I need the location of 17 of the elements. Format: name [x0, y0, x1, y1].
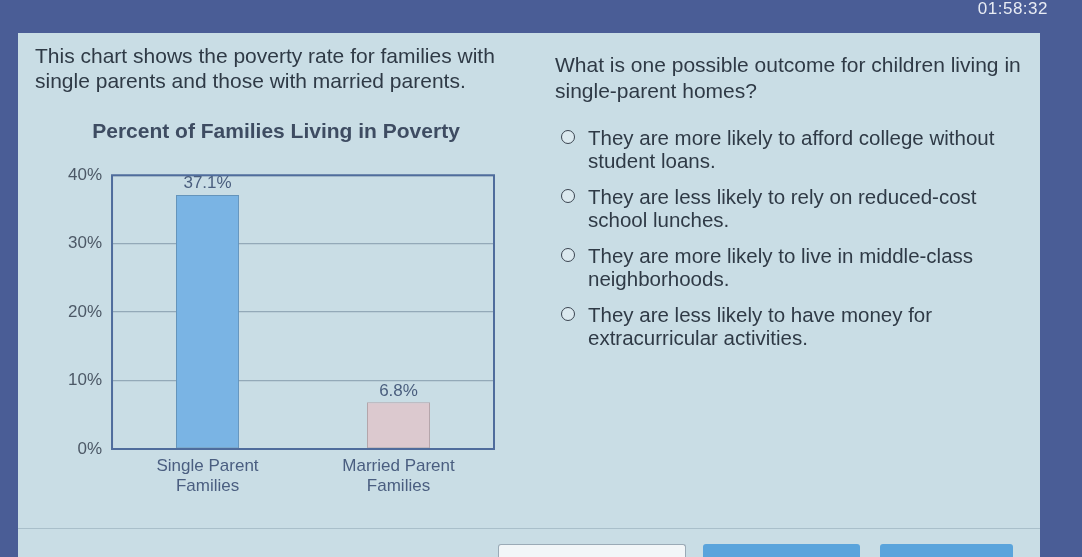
- text: What is one possible outcome for children living in single-parent homes?: [555, 52, 1022, 104]
- text: They are less likely to have money for extracurricular activities.: [588, 303, 934, 349]
- text: They are more likely to live in middle-class neighborhoods.: [588, 244, 975, 290]
- y-tick-label: 10%: [67, 370, 103, 390]
- chart-title: Percent of Families Living in Poverty: [92, 119, 461, 143]
- data-label: 6.8%: [379, 380, 418, 400]
- y-tick-label: 20%: [67, 301, 103, 321]
- y-tick-label: 0%: [77, 438, 103, 458]
- data-label: 37.1%: [183, 173, 232, 193]
- text: This chart shows the poverty rate for families with single parents and those with married parents.: [35, 43, 496, 93]
- text: 01:58:32: [977, 0, 1048, 18]
- text: They are less likely to rely on reduced-cost school lunches.: [588, 185, 978, 231]
- y-tick-label: 40%: [67, 164, 103, 184]
- y-tick-label: 30%: [67, 233, 103, 253]
- x-tick-label: Married Parent Families: [342, 456, 455, 495]
- text: They are more likely to afford college without student loans.: [588, 126, 996, 172]
- x-tick-label: Single Parent Families: [156, 456, 259, 495]
